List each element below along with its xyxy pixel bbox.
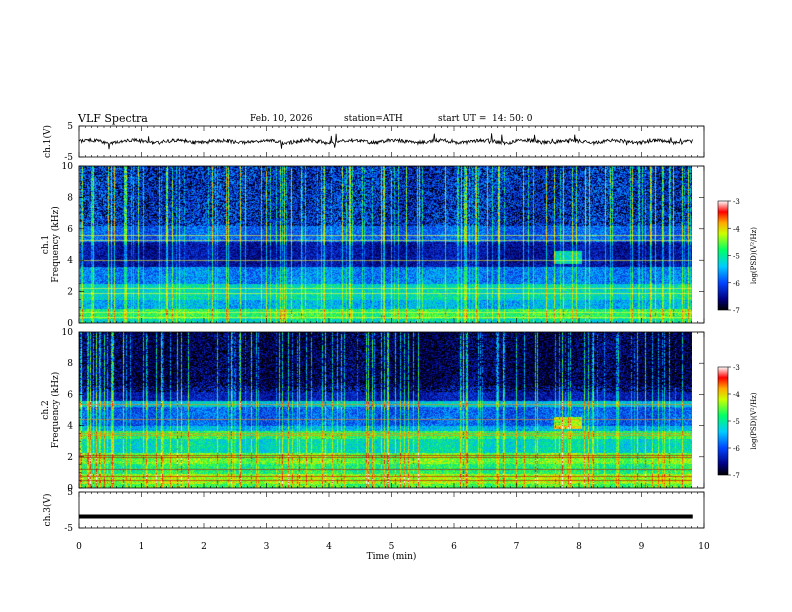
ch1-spec-y-tick-label: 4 <box>67 256 73 266</box>
ch1-y-tick-label: -5 <box>64 153 73 163</box>
ch1-spec-y-tick-label: 8 <box>67 193 73 203</box>
ch3-frame <box>78 491 705 529</box>
ch2-spec-ylabel2: Frequency (kHz) <box>50 372 61 449</box>
ch1-colorbar-label: log(PSD)(V²/Hz) <box>750 227 758 284</box>
ch2-colorbar-tick-label: -3 <box>733 364 740 372</box>
ch1-colorbar-tick-label: -3 <box>733 198 740 206</box>
x-tick-label: 8 <box>576 542 582 552</box>
ch3-ylabel: ch.3(V) <box>42 494 53 527</box>
ch3-y-tick-label: 5 <box>67 488 73 498</box>
x-tick-label: 10 <box>698 542 710 552</box>
ch2-spec-y-tick-label: 10 <box>62 328 74 338</box>
ch2-spec-y-tick-label: 8 <box>67 359 73 369</box>
x-tick-label: 4 <box>326 542 332 552</box>
ch2-colorbar-tick-label: -7 <box>733 472 740 480</box>
x-tick-label: 5 <box>389 542 395 552</box>
ch2-spec-y-tick-label: 6 <box>67 390 73 400</box>
x-tick-label: 3 <box>264 542 270 552</box>
figure-title: VLF Spectra <box>78 112 148 125</box>
station-label: station=ATH <box>344 114 403 124</box>
spectrogram-2 <box>79 332 692 488</box>
ch1-spec-y-tick-label: 10 <box>62 162 74 172</box>
ch1-spec-y-tick-label: 6 <box>67 225 73 235</box>
ch3-y-tick-label: -5 <box>64 524 73 534</box>
spectrogram-1 <box>79 166 692 323</box>
x-tick-label: 6 <box>451 542 457 552</box>
x-tick-label: 0 <box>76 542 82 552</box>
ch1-colorbar-tick-label: -6 <box>733 280 740 288</box>
ch1-y-tick-label: 5 <box>67 122 73 132</box>
start-time: 14: 50: 0 <box>492 114 533 124</box>
ch1-colorbar-tick-label: -4 <box>733 225 740 233</box>
ch2-colorbar-label: log(PSD)(V²/Hz) <box>750 392 758 449</box>
ch2-spec-y-tick-label: 4 <box>67 422 73 432</box>
ch1-spec-ylabel: ch.1 <box>41 235 51 254</box>
ch1-spec-ylabel2: Frequency (kHz) <box>50 206 61 283</box>
ch1-spec-y-tick-label: 2 <box>67 288 73 298</box>
ch2-colorbar-tick-label: -4 <box>733 391 740 399</box>
date-label: Feb. 10, 2026 <box>250 114 313 124</box>
ch1-colorbar-tick-label: -7 <box>733 307 740 315</box>
ch2-colorbar-tick-label: -5 <box>733 418 740 426</box>
start-label: start UT = <box>438 114 487 124</box>
ch2-colorbar-bar <box>717 366 729 476</box>
ch1-colorbar-bar <box>717 200 729 311</box>
ch2-spec-y-tick-label: 0 <box>67 484 73 494</box>
x-tick-label: 7 <box>514 542 520 552</box>
x-axis-label: Time (min) <box>367 551 417 562</box>
ch1-series-line <box>78 133 694 150</box>
ch2-colorbar-tick-label: -6 <box>733 445 740 453</box>
ch1-ylabel: ch.1(V) <box>42 125 53 158</box>
x-tick-label: 9 <box>639 542 645 552</box>
ch1-spec-y-tick-label: 0 <box>67 319 73 329</box>
ch1-colorbar-tick-label: -5 <box>733 253 740 261</box>
ch2-spec-ylabel: ch.2 <box>41 400 51 419</box>
x-tick-label: 2 <box>201 542 207 552</box>
ch2-spec-y-tick-label: 2 <box>67 453 73 463</box>
x-tick-label: 1 <box>139 542 145 552</box>
